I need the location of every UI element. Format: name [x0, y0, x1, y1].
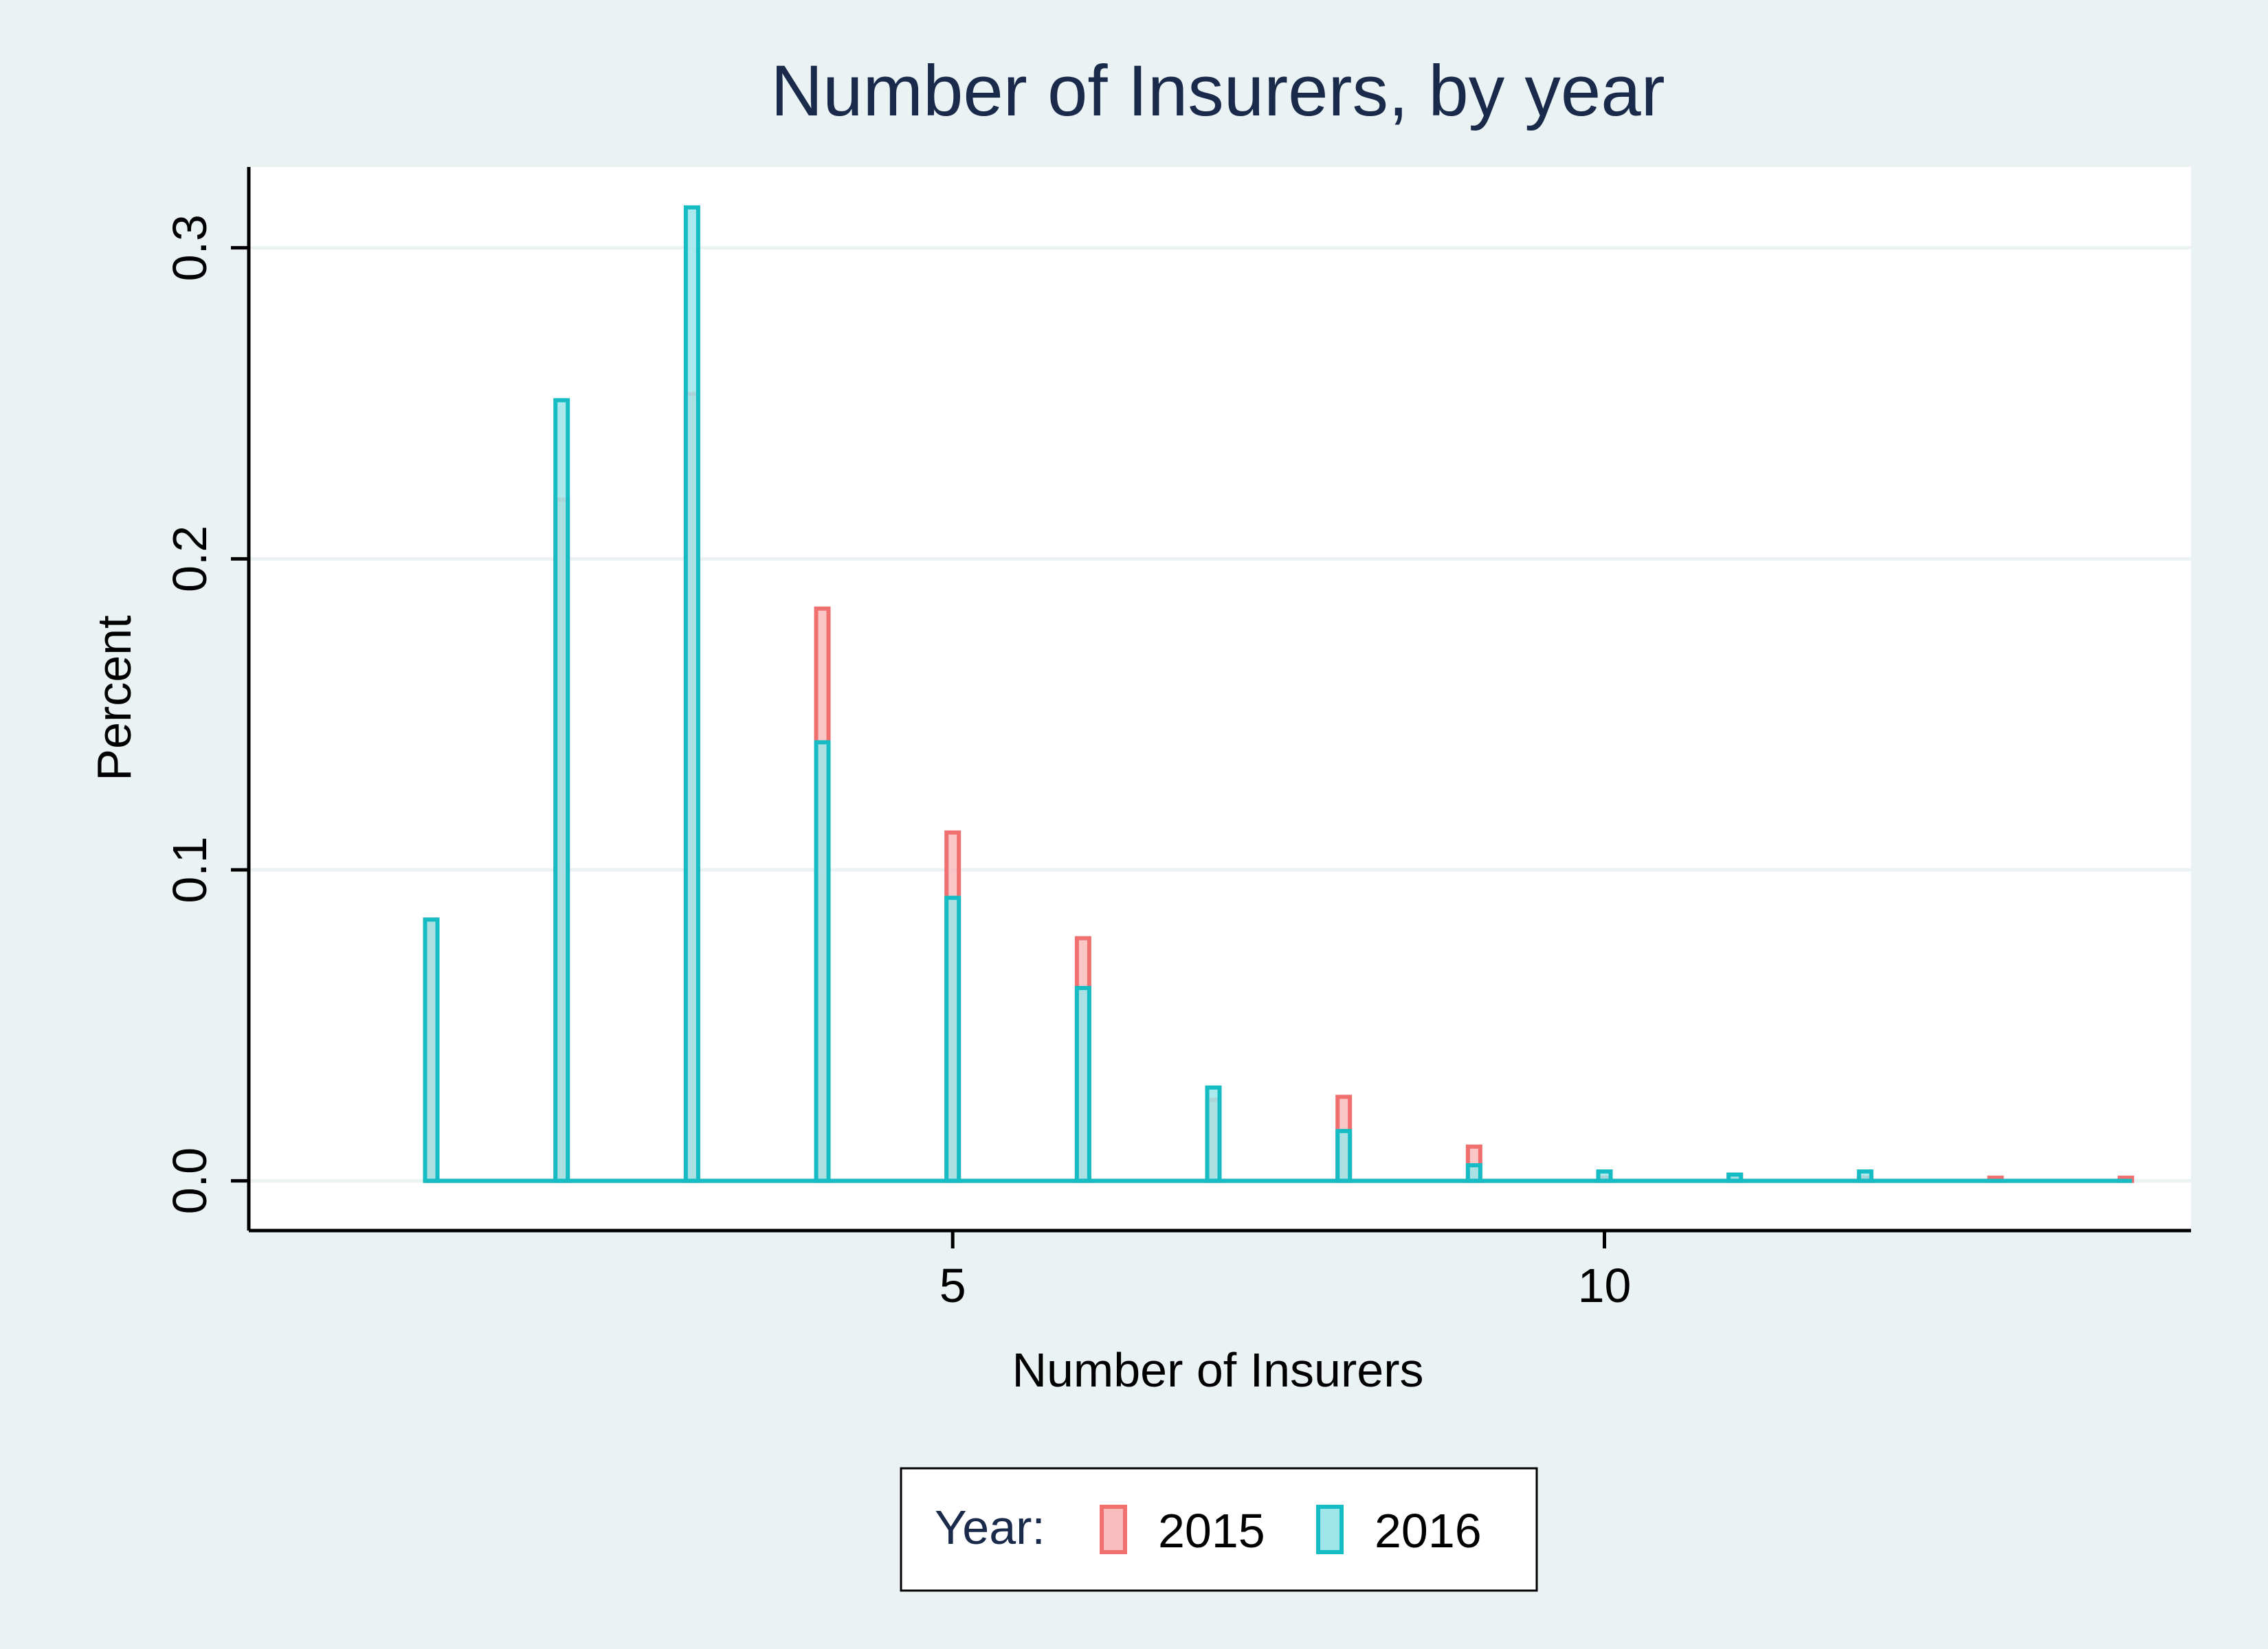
bar-2016-1 [423, 917, 440, 1183]
bar-2016-7 [1205, 1085, 1222, 1183]
x-axis-ticks: 5 10 [940, 1231, 1632, 1312]
legend-box [900, 1467, 1538, 1592]
bar-2016-6 [1074, 985, 1091, 1183]
y-axis-label: Percent [87, 615, 141, 781]
legend-title: Year: [935, 1501, 1045, 1554]
chart-title: Number of Insurers, by year [770, 51, 1665, 131]
y-tick-label-2: 0.2 [163, 526, 216, 592]
legend-swatch-2016 [1316, 1505, 1344, 1554]
bar-2016-4 [814, 740, 831, 1183]
bar-2016-9 [1465, 1163, 1482, 1183]
y-tick-label-1: 0.1 [163, 836, 216, 903]
bar-2016-3 [683, 205, 700, 1183]
y-tick-label-3: 0.3 [163, 214, 216, 281]
bar-2016-2 [553, 398, 570, 1183]
legend-label-2016: 2016 [1375, 1504, 1482, 1558]
x-axis-label: Number of Insurers [1012, 1343, 1423, 1397]
bar-2016-8 [1335, 1129, 1353, 1183]
y-tick-label-0: 0.0 [163, 1147, 216, 1214]
y-axis-ticks: 0.0 0.1 0.2 0.3 [163, 214, 249, 1214]
bar-2016-5 [944, 895, 961, 1183]
legend: Year: 2015 2016 [900, 1467, 1538, 1592]
series-2016 [423, 205, 2133, 1183]
legend-label-2015: 2015 [1158, 1504, 1265, 1558]
x-tick-label-1: 10 [1578, 1259, 1632, 1312]
x-tick-label-0: 5 [940, 1259, 966, 1312]
legend-swatch-2015 [1100, 1505, 1127, 1554]
plot-area [249, 167, 2191, 1231]
